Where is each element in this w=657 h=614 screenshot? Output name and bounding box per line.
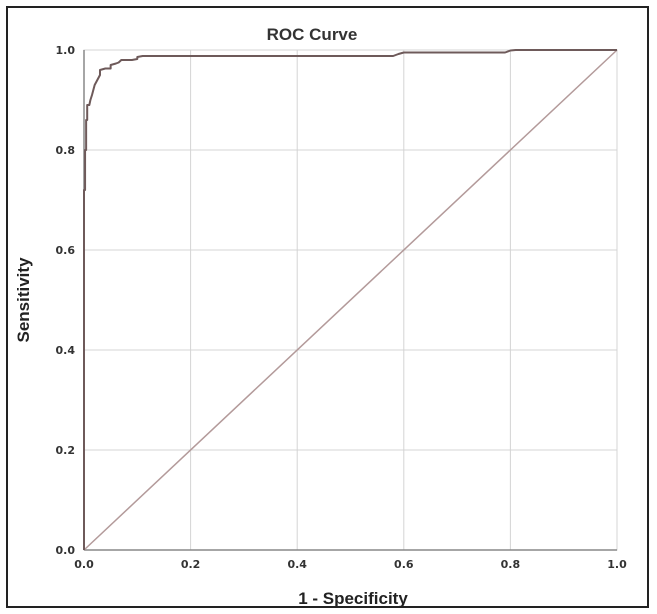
y-tick-label-4: 0.8 [56, 144, 76, 157]
y-tick-label-1: 0.2 [56, 444, 76, 457]
x-tick-label-0: 0.0 [74, 558, 94, 571]
x-tick-label-3: 0.6 [394, 558, 414, 571]
y-tick-label-5: 1.0 [56, 44, 76, 57]
y-axis-label: Sensitivity [14, 257, 33, 343]
reference-diagonal-line [83, 49, 618, 551]
x-tick-label-4: 0.8 [501, 558, 521, 571]
y-tick-labels: 0.0 0.2 0.4 0.6 0.8 1.0 [56, 44, 76, 557]
y-tick-label-2: 0.4 [56, 344, 76, 357]
x-tick-label-1: 0.2 [181, 558, 201, 571]
y-tick-label-0: 0.0 [56, 544, 76, 557]
roc-curve-line [83, 49, 617, 550]
x-axis-label: 1 - Specificity [298, 589, 408, 608]
x-tick-labels: 0.0 0.2 0.4 0.6 0.8 1.0 [74, 558, 627, 571]
chart-frame [6, 6, 649, 608]
x-tick-label-2: 0.4 [287, 558, 307, 571]
grid-lines [84, 50, 617, 550]
chart-title: ROC Curve [267, 25, 358, 44]
x-tick-label-5: 1.0 [607, 558, 627, 571]
y-tick-label-3: 0.6 [56, 244, 76, 257]
